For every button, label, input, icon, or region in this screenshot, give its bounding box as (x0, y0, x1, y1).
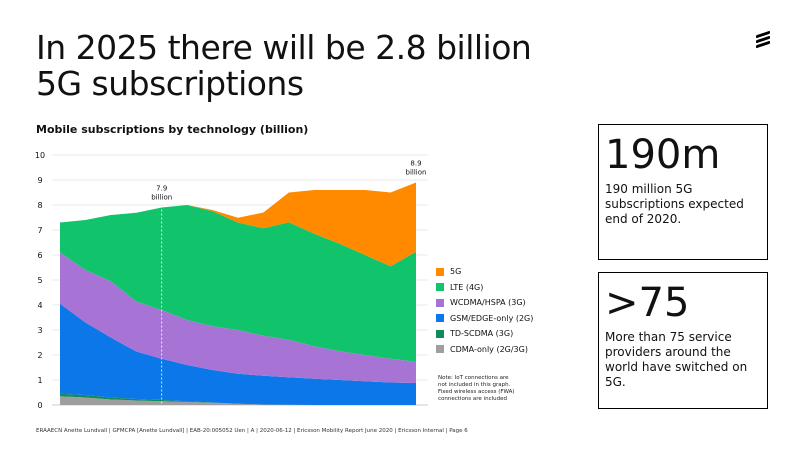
annotation-value: 7.9 (156, 185, 167, 193)
area-series-5g (60, 182, 416, 267)
stat-value: >75 (605, 280, 690, 326)
y-tick-label: 4 (37, 301, 42, 310)
legend-item: WCDMA/HSPA (3G) (436, 295, 533, 311)
legend-swatch (436, 329, 444, 338)
area-series-td-scdma-3g (60, 393, 416, 405)
annotation-unit: billion (406, 169, 427, 177)
y-tick-label: 7 (37, 226, 42, 235)
legend-item: 5G (436, 264, 533, 280)
y-tick-label: 9 (37, 176, 42, 185)
legend-label: LTE (4G) (450, 282, 484, 292)
area-series-lte-4g (60, 205, 416, 362)
legend-label: GSM/EDGE-only (2G) (450, 313, 534, 323)
y-tick-label: 3 (37, 326, 42, 335)
area-series-gsm-edge-only-2g (60, 303, 416, 405)
chart-note: Note: IoT connections are not included i… (438, 375, 515, 402)
y-tick-label: 6 (37, 251, 42, 260)
legend-swatch (436, 283, 444, 292)
stat-description: 190 million 5G subscriptions expected en… (605, 182, 744, 226)
legend-item: TD-SCDMA (3G) (436, 326, 533, 342)
y-tick-label: 5 (37, 276, 42, 285)
area-series-wcdma-hspa-3g (60, 252, 416, 383)
legend-swatch (436, 267, 444, 276)
legend-label: CDMA-only (2G/3G) (450, 344, 528, 354)
slide-title: In 2025 there will be 2.8 billion 5G sub… (36, 28, 532, 103)
legend-label: TD-SCDMA (3G) (450, 329, 514, 339)
legend-item: LTE (4G) (436, 280, 533, 296)
legend-swatch (436, 314, 444, 323)
annotation-unit: billion (151, 194, 172, 202)
legend-swatch (436, 345, 444, 354)
area-series-cdma-only-2g-3g (60, 396, 416, 405)
y-tick-label: 8 (37, 201, 42, 210)
y-tick-label: 10 (35, 151, 45, 160)
y-tick-label: 0 (37, 401, 42, 410)
legend-item: GSM/EDGE-only (2G) (436, 311, 533, 327)
legend-label: 5G (450, 267, 462, 277)
chart-title: Mobile subscriptions by technology (bill… (36, 123, 309, 136)
legend-item: CDMA-only (2G/3G) (436, 342, 533, 358)
legend-label: WCDMA/HSPA (3G) (450, 298, 526, 308)
annotation-value: 8.9 (410, 160, 421, 168)
slide-footer: ERAAECN Anette Lundvall | GFMCPA [Anette… (36, 428, 468, 434)
y-tick-label: 1 (37, 376, 42, 385)
legend-swatch (436, 298, 444, 307)
stat-card-service-providers: >75 More than 75 service providers aroun… (598, 272, 768, 409)
stat-value: 190m (605, 132, 721, 178)
stat-description: More than 75 service providers around th… (605, 330, 748, 389)
chart-legend: 5G LTE (4G) WCDMA/HSPA (3G) GSM/EDGE-only (… (436, 264, 533, 357)
y-tick-label: 2 (37, 351, 42, 360)
stat-card-5g-subscriptions: 190m 190 million 5G subscriptions expect… (598, 124, 768, 260)
